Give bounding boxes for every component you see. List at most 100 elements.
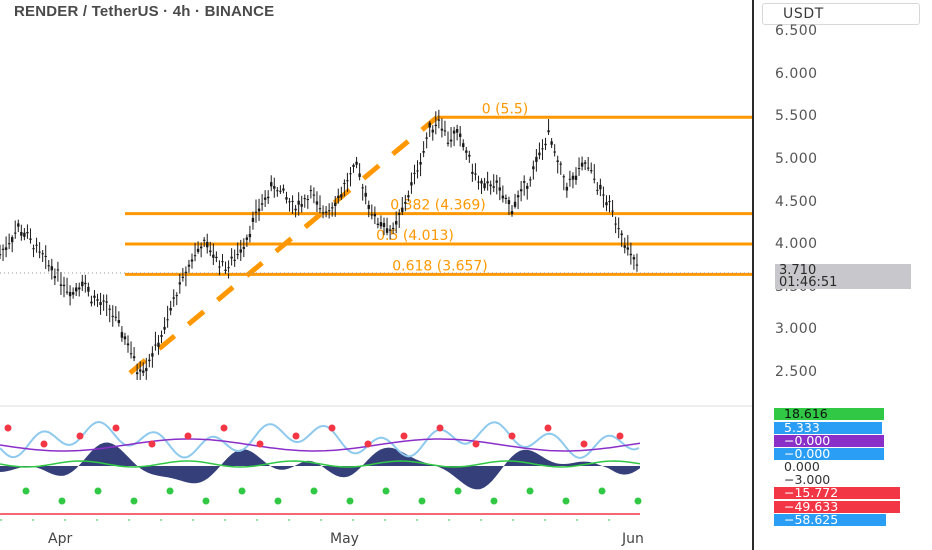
candle-body	[632, 257, 636, 260]
x-tick-label: Jun	[622, 531, 644, 547]
candle-body	[294, 208, 297, 211]
candle-body	[550, 141, 553, 145]
x-tick-label: Apr	[48, 531, 73, 547]
candle-body	[440, 128, 444, 131]
currency-selector[interactable]: USDT	[762, 3, 920, 25]
oscillator-dot	[94, 487, 102, 495]
candle-body	[245, 237, 249, 240]
fib-level-label: 0.5 (4.013)	[376, 228, 454, 244]
bar-countdown: 01:46:51	[779, 275, 838, 290]
y-tick-label: 5.500	[775, 108, 818, 125]
candle-body	[32, 248, 35, 250]
fib-level-label: 0.382 (4.369)	[390, 198, 486, 214]
candle-body	[330, 207, 334, 209]
candle-body	[559, 163, 562, 165]
candle-body	[449, 139, 453, 142]
candle-body	[407, 195, 410, 198]
candle-body	[166, 319, 169, 321]
candle-body	[571, 175, 575, 180]
candle-body	[635, 264, 639, 266]
candle-body	[434, 124, 438, 127]
oscillator-signal	[0, 438, 641, 452]
candle-body	[44, 255, 47, 257]
candle-body	[14, 232, 17, 234]
indicator-value-badge: 0.000	[774, 460, 884, 473]
candle-body	[105, 301, 108, 303]
candle-body	[35, 244, 38, 246]
oscillator-dot	[166, 487, 174, 495]
oscillator-dot	[544, 424, 552, 432]
candle-body	[260, 203, 264, 205]
candle-body	[65, 291, 69, 293]
candle-body	[468, 154, 471, 157]
x-tick-label: May	[330, 531, 359, 547]
candle-body	[522, 181, 526, 183]
candle-body	[614, 223, 617, 225]
candle-body	[224, 269, 227, 272]
candle-body	[230, 256, 233, 259]
candle-body	[620, 233, 623, 236]
candle-body	[410, 182, 413, 186]
oscillator-dot	[436, 424, 444, 432]
oscillator-dot	[454, 487, 462, 495]
candle-body	[145, 368, 148, 372]
candle-body	[227, 267, 230, 269]
candle-body	[455, 129, 459, 133]
candle-body	[154, 344, 157, 346]
candle-body	[315, 201, 319, 205]
last-price-value: 3.710	[779, 263, 817, 278]
candle-body	[206, 241, 209, 248]
oscillator-dot	[382, 487, 390, 495]
candle-body	[626, 247, 630, 250]
oscillator-dot	[634, 497, 642, 505]
candle-body	[446, 142, 450, 144]
candle-body	[90, 301, 93, 304]
candle-body	[327, 210, 331, 212]
candle-body	[29, 238, 32, 240]
candle-body	[602, 194, 605, 196]
candle-body	[96, 299, 99, 301]
candle-body	[565, 186, 569, 191]
candle-body	[93, 295, 96, 298]
candle-body	[288, 201, 291, 203]
candle-body	[419, 162, 422, 165]
oscillator-dot	[472, 440, 480, 448]
candle-body	[270, 182, 273, 187]
candle-body	[273, 186, 276, 189]
oscillator-dot	[130, 497, 138, 505]
candle-body	[370, 214, 374, 216]
indicator-value-badge: 5.333	[774, 421, 882, 434]
oscillator-green-line	[0, 460, 641, 468]
y-tick-label: 4.500	[775, 193, 818, 210]
candle-body	[199, 246, 203, 249]
candle-body	[276, 190, 279, 192]
candle-body	[516, 195, 520, 198]
candle-body	[282, 188, 285, 191]
candle-body	[544, 143, 547, 146]
y-tick-label: 6.000	[775, 65, 818, 82]
candle-body	[629, 253, 633, 256]
oscillator-wave	[0, 442, 640, 490]
candle-body	[474, 173, 477, 175]
candle-body	[535, 156, 538, 162]
candle-body	[422, 151, 425, 153]
indicator-value-badge: −58.625	[774, 513, 886, 526]
candle-body	[553, 151, 556, 153]
candle-body	[382, 223, 386, 227]
oscillator-dot	[526, 487, 534, 495]
candle-body	[135, 372, 139, 375]
candle-body	[108, 308, 111, 310]
candle-body	[312, 194, 316, 196]
oscillator-dot	[562, 497, 570, 505]
y-tick-label: 5.000	[775, 150, 818, 167]
oscillator-dot	[616, 432, 624, 440]
candle-body	[4, 247, 8, 250]
candle-body	[583, 162, 587, 164]
candle-body	[574, 175, 578, 180]
candle-body	[391, 227, 395, 229]
candle-body	[196, 248, 200, 252]
candle-body	[242, 246, 246, 249]
candle-body	[580, 162, 584, 167]
candle-body	[1, 248, 5, 250]
